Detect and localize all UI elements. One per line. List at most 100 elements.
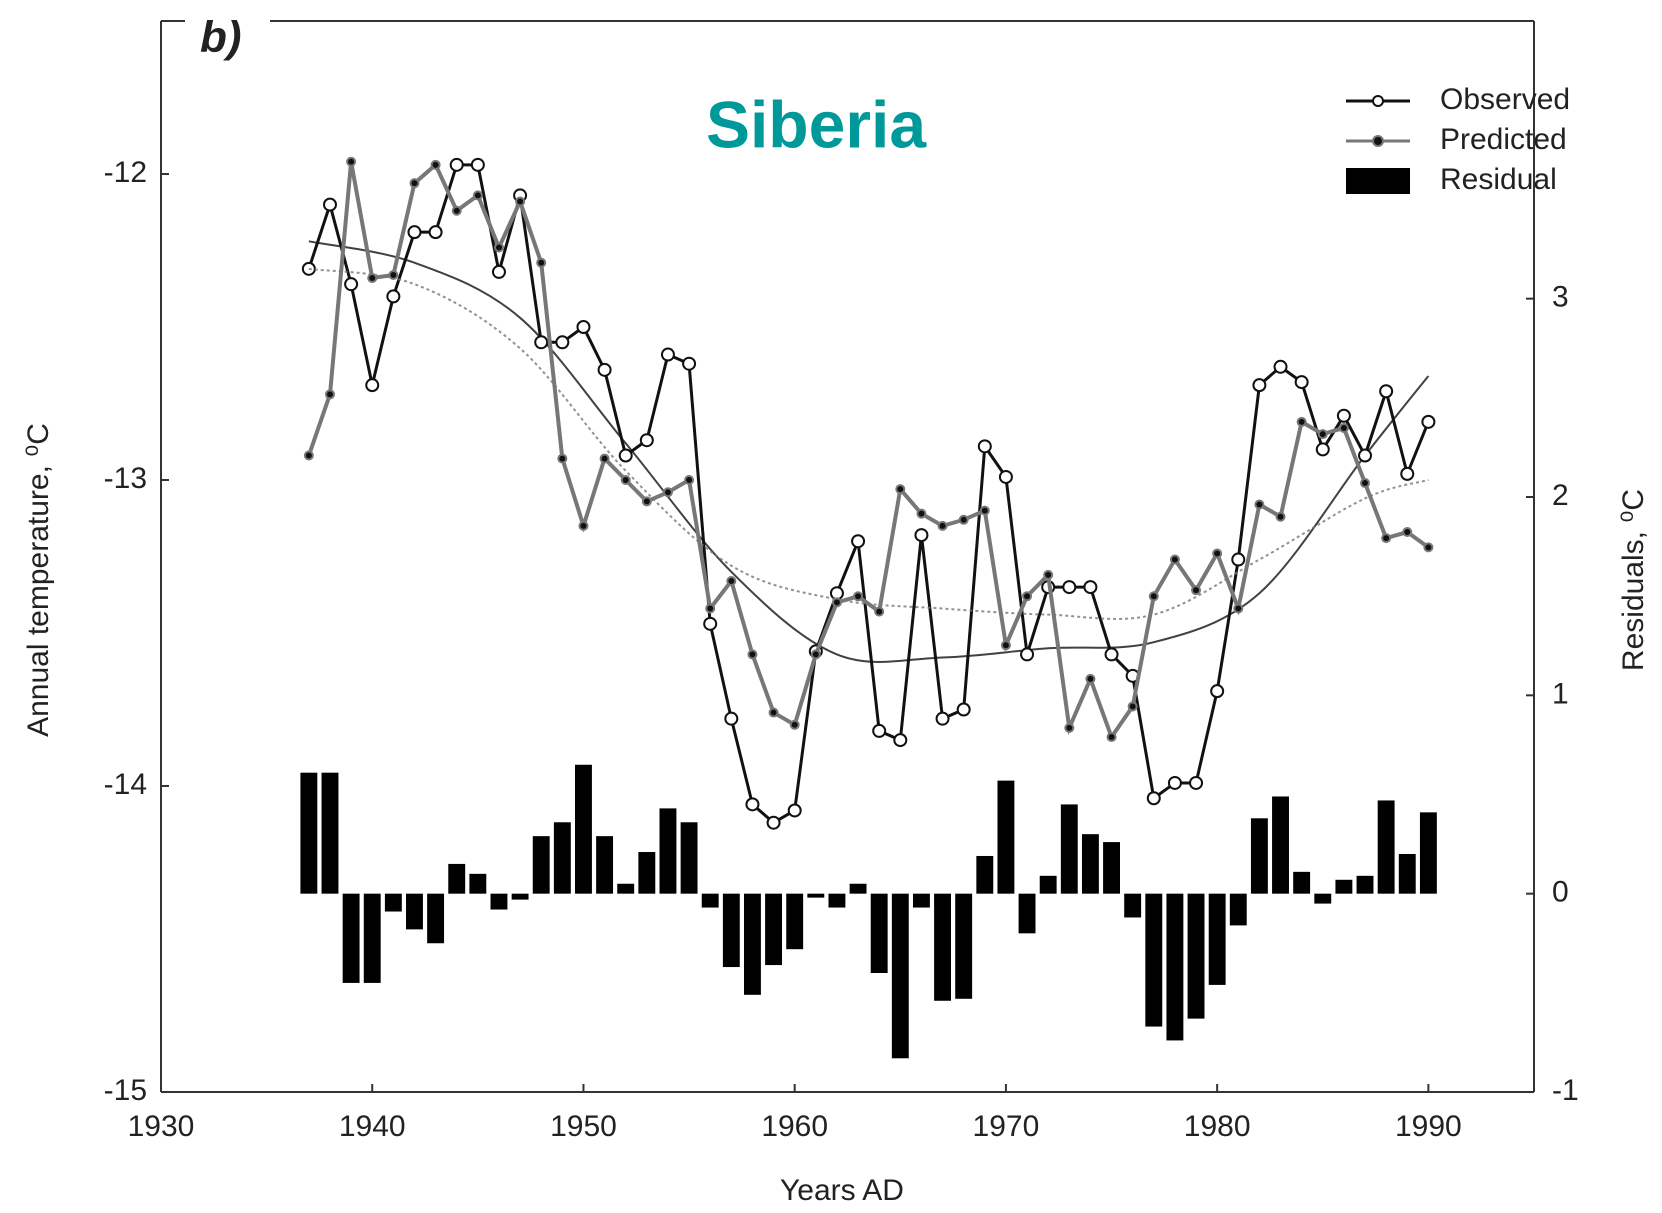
data-point (1167, 775, 1182, 790)
data-point (1212, 548, 1223, 559)
data-point (1402, 527, 1413, 538)
panel-label: b) (200, 13, 242, 62)
residual-bar (427, 893, 445, 944)
x-tick-label: 1970 (973, 1110, 1040, 1143)
y-tick-label: -12 (104, 156, 147, 189)
series-line (307, 163, 1430, 825)
residual-bar (870, 893, 888, 973)
data-point (1421, 414, 1436, 429)
y-tick-label: -13 (104, 462, 147, 495)
residual-bar (1208, 893, 1226, 985)
y2-tick-label: -1 (1552, 1074, 1579, 1107)
data-point (344, 277, 359, 292)
data-point (726, 575, 737, 586)
y-tick-label: -14 (104, 768, 147, 801)
data-point (388, 269, 399, 280)
data-point (977, 439, 992, 454)
data-point (766, 815, 781, 830)
residual-bar (1145, 893, 1163, 1027)
residual-bar (659, 808, 677, 894)
residual-bar (976, 855, 994, 894)
data-point (895, 484, 906, 495)
x-tick-label: 1950 (550, 1110, 617, 1143)
legend-swatch (1346, 168, 1410, 194)
chart-title: Siberia (706, 87, 927, 161)
data-point (958, 514, 969, 525)
residual-bar (406, 893, 423, 930)
data-point (515, 196, 526, 207)
y2-tick-label: 1 (1552, 677, 1569, 710)
data-point (641, 496, 652, 507)
data-point (1381, 533, 1392, 544)
data-point (1127, 701, 1138, 712)
data-point (1169, 554, 1180, 565)
residual-bar (511, 893, 529, 900)
residual-bar (448, 863, 466, 894)
data-point (789, 719, 800, 730)
data-point (956, 702, 971, 717)
data-point (534, 335, 549, 350)
y2-tick-label: 0 (1552, 876, 1569, 909)
data-point (1000, 640, 1011, 651)
data-point (428, 225, 443, 240)
y2-tick-label: 3 (1552, 281, 1569, 314)
residual-bar (891, 893, 909, 1059)
residual-bar (300, 772, 318, 894)
x-tick-label: 1930 (128, 1110, 195, 1143)
y-tick-label: -15 (104, 1074, 147, 1107)
data-point (1252, 378, 1267, 393)
y-axis-label: Annual temperature, ⁰C (22, 423, 55, 737)
residual-bar (1166, 893, 1184, 1041)
residual-bar (1187, 893, 1205, 1019)
y2-axis-label: Residuals, ⁰C (1617, 489, 1650, 671)
x-axis-label: Years AD (780, 1174, 904, 1207)
data-point (1210, 684, 1225, 699)
data-point (1254, 499, 1265, 510)
data-point (998, 469, 1013, 484)
data-point (1062, 580, 1077, 595)
data-point (1231, 552, 1246, 567)
data-point (449, 157, 464, 172)
residual-bar (701, 893, 719, 908)
data-point (1294, 375, 1309, 390)
residual-bar (1293, 871, 1311, 894)
data-point (1400, 466, 1415, 481)
data-point (597, 362, 612, 377)
x-tick-label: 1980 (1184, 1110, 1251, 1143)
data-point (555, 335, 570, 350)
data-point (1085, 673, 1096, 684)
residual-bar (553, 822, 571, 894)
residual-bar (469, 873, 487, 894)
data-point (872, 723, 887, 738)
data-point (346, 156, 357, 167)
data-point (303, 450, 314, 461)
data-point (1191, 585, 1202, 596)
data-point (831, 597, 842, 608)
legend-label: Residual (1440, 163, 1557, 196)
residual-bar (596, 836, 614, 894)
data-point (851, 534, 866, 549)
residual-bar (955, 893, 973, 999)
data-point (787, 803, 802, 818)
residual-bar (617, 883, 635, 894)
data-point (1296, 416, 1307, 427)
data-point (620, 475, 631, 485)
residual-bar (321, 772, 339, 894)
legend-marker (1372, 95, 1384, 107)
data-point (1273, 359, 1288, 374)
residual-bar (1314, 893, 1332, 904)
data-point (660, 347, 675, 362)
residual-bar (490, 893, 508, 910)
data-point (935, 711, 950, 726)
residual-bar (934, 893, 952, 1001)
residual-bar (849, 883, 867, 894)
data-point (1083, 580, 1098, 595)
residual-bar (1229, 893, 1247, 926)
residual-bar (363, 893, 381, 983)
data-point (1379, 384, 1394, 399)
residual-bar (1018, 893, 1036, 934)
residual-bar (743, 893, 761, 995)
residual-bar (997, 780, 1015, 894)
